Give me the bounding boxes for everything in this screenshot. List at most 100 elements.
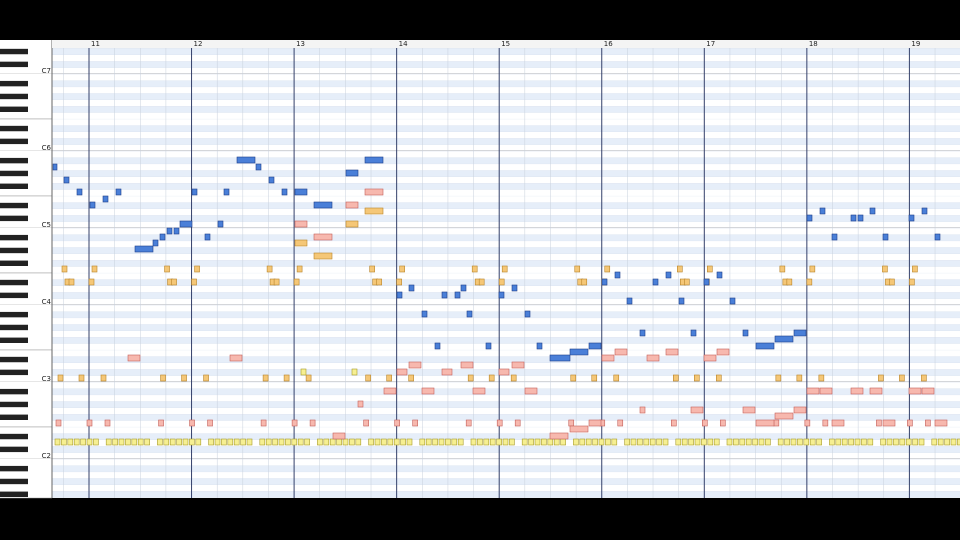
white-key	[0, 74, 52, 81]
note	[131, 438, 138, 446]
row	[52, 208, 960, 216]
note	[387, 438, 394, 446]
note	[611, 438, 618, 446]
white-key	[0, 195, 52, 203]
note	[683, 278, 690, 286]
note	[729, 297, 736, 305]
note	[88, 278, 95, 286]
note	[355, 438, 362, 446]
black-key	[0, 48, 28, 55]
note	[921, 387, 935, 395]
note	[703, 278, 710, 286]
note	[715, 374, 722, 382]
note	[125, 438, 131, 446]
note	[309, 419, 316, 427]
black-key	[0, 138, 28, 145]
note	[115, 188, 122, 196]
note	[637, 438, 643, 446]
row	[52, 343, 960, 350]
note	[421, 310, 428, 318]
note	[285, 438, 291, 446]
note	[100, 374, 107, 382]
note	[854, 438, 861, 446]
note	[61, 265, 68, 273]
note	[259, 438, 266, 446]
white-key	[0, 99, 52, 107]
row	[52, 170, 960, 177]
note	[944, 438, 950, 446]
note	[848, 438, 854, 446]
note	[412, 419, 418, 427]
row	[52, 99, 960, 107]
note	[501, 265, 508, 273]
row	[52, 163, 960, 171]
white-key	[0, 176, 52, 184]
note	[460, 361, 474, 369]
note	[313, 233, 333, 241]
white-key	[0, 144, 52, 151]
row	[52, 221, 960, 228]
note	[806, 278, 813, 286]
note	[381, 438, 387, 446]
black-key	[0, 446, 28, 453]
note	[393, 438, 400, 446]
note	[181, 374, 187, 382]
note	[568, 419, 575, 427]
note	[899, 438, 906, 446]
measure-number: 18	[809, 40, 818, 48]
row	[52, 465, 960, 472]
note	[524, 387, 538, 395]
note	[835, 438, 842, 446]
note	[496, 438, 502, 446]
white-key	[0, 221, 52, 228]
note	[822, 419, 829, 427]
note	[850, 214, 857, 222]
black-key	[0, 414, 28, 420]
note	[266, 265, 273, 273]
note	[869, 387, 883, 395]
note	[93, 438, 99, 446]
row	[52, 106, 960, 113]
note	[152, 239, 159, 247]
note	[624, 438, 630, 446]
note	[893, 438, 899, 446]
note	[91, 265, 98, 273]
white-key	[0, 349, 52, 357]
note	[909, 278, 915, 286]
row	[52, 362, 960, 370]
black-key	[0, 388, 28, 395]
row	[52, 253, 960, 261]
note	[421, 387, 435, 395]
note	[294, 239, 308, 247]
black-key	[0, 478, 28, 485]
row	[52, 183, 960, 190]
note	[765, 438, 771, 446]
note	[878, 374, 884, 382]
note	[102, 195, 109, 203]
note	[816, 438, 822, 446]
row	[52, 131, 960, 139]
note	[498, 291, 505, 299]
note	[283, 374, 290, 382]
labels: 11 12 13 14 15 16 17 18 19 C7 C6 C5 C4 C3 C2	[42, 40, 921, 460]
white-key	[0, 228, 52, 235]
measure-number: 19	[911, 40, 920, 48]
note	[134, 245, 154, 253]
note	[342, 438, 349, 446]
note	[713, 438, 720, 446]
row	[52, 317, 960, 325]
note	[488, 374, 495, 382]
note	[365, 374, 371, 382]
note	[774, 335, 794, 343]
note	[707, 438, 714, 446]
measure-header	[52, 40, 960, 48]
row	[52, 446, 960, 453]
note	[652, 278, 659, 286]
black-key	[0, 465, 28, 472]
note	[514, 419, 521, 427]
note	[313, 201, 333, 209]
note	[925, 419, 931, 427]
note	[706, 265, 713, 273]
